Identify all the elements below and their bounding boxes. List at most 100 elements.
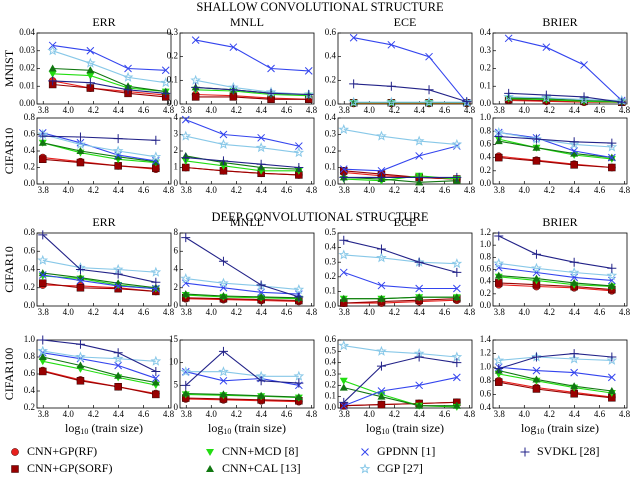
marker-shape bbox=[38, 131, 48, 141]
x-tick-label: 3.8 bbox=[38, 185, 50, 195]
marker-shape bbox=[452, 358, 462, 368]
x-axis-label-part: log bbox=[521, 421, 536, 435]
marker-shape bbox=[569, 257, 579, 267]
marker bbox=[532, 143, 541, 151]
marker-shape bbox=[219, 130, 228, 139]
marker bbox=[113, 348, 123, 358]
marker bbox=[206, 465, 214, 472]
series-line bbox=[498, 366, 612, 378]
x-tick-label: 4.8 bbox=[163, 409, 175, 419]
marker bbox=[607, 138, 617, 148]
series-line bbox=[185, 371, 299, 377]
marker-shape bbox=[86, 72, 95, 80]
marker-shape bbox=[377, 392, 386, 400]
y-tick-label: 0.8 bbox=[480, 125, 492, 135]
marker-shape bbox=[606, 354, 618, 365]
marker-shape bbox=[339, 235, 349, 245]
marker bbox=[452, 284, 461, 293]
marker-shape bbox=[75, 351, 86, 362]
marker bbox=[48, 64, 57, 72]
y-tick-label: 0.8 bbox=[24, 227, 36, 237]
y-tick-label: 0.1 bbox=[325, 162, 336, 172]
marker-shape bbox=[293, 370, 305, 381]
marker bbox=[256, 376, 266, 386]
series-line bbox=[508, 98, 622, 103]
marker-shape bbox=[75, 339, 85, 349]
marker-shape bbox=[504, 88, 514, 98]
marker-shape bbox=[228, 85, 238, 95]
y-tick-label: 0.3 bbox=[480, 45, 492, 55]
x-axis-label: log10 (train size) bbox=[65, 421, 143, 436]
x-tick-label: 3.8 bbox=[181, 409, 193, 419]
series-line bbox=[185, 294, 299, 300]
marker-shape bbox=[414, 352, 424, 362]
y-tick-label: 0.6 bbox=[480, 138, 492, 148]
marker bbox=[218, 366, 229, 377]
marker bbox=[218, 256, 228, 266]
marker bbox=[415, 152, 424, 160]
marker bbox=[293, 283, 305, 295]
marker bbox=[293, 370, 305, 381]
marker-shape bbox=[293, 283, 305, 295]
x-tick-label: 4.6 bbox=[594, 307, 606, 317]
marker-shape bbox=[113, 269, 123, 279]
marker bbox=[114, 282, 123, 290]
x-axis-label: log10 (train size) bbox=[208, 421, 286, 436]
x-tick-label: 4.6 bbox=[594, 185, 606, 195]
y-tick-label: 0.3 bbox=[325, 129, 337, 139]
marker bbox=[152, 390, 160, 399]
legend-label: CNN+GP(RF) bbox=[27, 444, 97, 458]
series-line bbox=[52, 50, 166, 84]
y-tick-label: 0.4 bbox=[24, 145, 36, 155]
marker-shape bbox=[114, 361, 123, 370]
marker-shape bbox=[339, 397, 349, 407]
marker bbox=[617, 97, 627, 107]
marker-shape bbox=[218, 366, 229, 377]
marker-shape bbox=[113, 348, 123, 358]
marker bbox=[338, 249, 350, 260]
x-tick-label: 4.2 bbox=[231, 105, 242, 115]
marker bbox=[425, 52, 433, 61]
marker-shape bbox=[181, 233, 191, 243]
marker-shape bbox=[38, 271, 47, 279]
y-tick-label: 0.6 bbox=[24, 129, 36, 139]
x-tick-label: 3.8 bbox=[38, 409, 50, 419]
x-tick-label: 4.0 bbox=[206, 105, 218, 115]
marker-shape bbox=[86, 66, 95, 74]
marker bbox=[570, 382, 579, 390]
series-line bbox=[42, 158, 156, 169]
y-tick-label: 0.4 bbox=[24, 385, 36, 395]
marker-shape bbox=[161, 66, 170, 75]
marker bbox=[151, 374, 160, 383]
marker-shape bbox=[580, 61, 588, 69]
y-tick-label: 0.00 bbox=[19, 98, 35, 108]
row-label: MNIST bbox=[2, 49, 16, 87]
marker-shape bbox=[38, 230, 48, 240]
series-line bbox=[42, 142, 156, 164]
marker-shape bbox=[151, 374, 160, 383]
marker bbox=[47, 45, 58, 56]
series-line bbox=[195, 86, 309, 96]
marker bbox=[570, 147, 579, 155]
y-tick-label: 0.8 bbox=[24, 112, 36, 122]
series-line bbox=[42, 370, 156, 395]
marker bbox=[520, 447, 530, 457]
marker bbox=[348, 96, 359, 107]
marker bbox=[181, 233, 191, 243]
marker-shape bbox=[415, 293, 424, 301]
marker bbox=[531, 352, 541, 362]
legend-label: SVDKL [28] bbox=[537, 444, 600, 458]
marker bbox=[495, 378, 503, 386]
x-tick-label: 4.2 bbox=[544, 105, 555, 115]
marker-shape bbox=[152, 390, 160, 399]
x-axis-label-part: 10 bbox=[381, 427, 389, 436]
marker-shape bbox=[451, 258, 463, 269]
marker-shape bbox=[570, 382, 579, 390]
marker bbox=[190, 74, 201, 85]
x-axis-label-part: (train size) bbox=[544, 421, 599, 435]
series-line bbox=[498, 135, 612, 144]
marker-shape bbox=[76, 276, 85, 285]
series-line bbox=[185, 297, 299, 302]
marker-shape bbox=[48, 64, 57, 72]
marker-shape bbox=[76, 377, 85, 385]
